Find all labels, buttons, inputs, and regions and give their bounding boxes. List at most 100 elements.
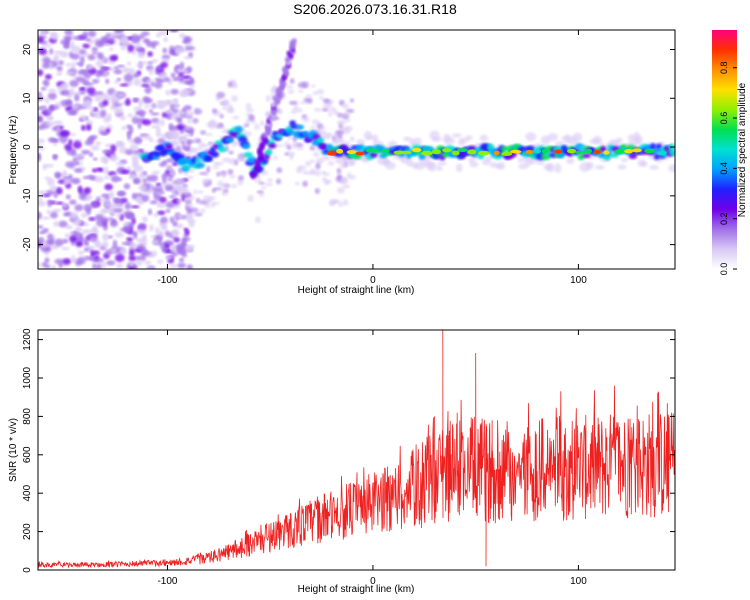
- heatmap-cell: [144, 260, 152, 265]
- heatmap-cell: [41, 261, 48, 268]
- heatmap-cell: [116, 210, 122, 219]
- heatmap-cell: [38, 196, 43, 203]
- heatmap-cell: [95, 242, 102, 249]
- heatmap-cell: [62, 258, 72, 265]
- heatmap-cell: [48, 88, 57, 93]
- heatmap-cell: [77, 250, 85, 255]
- heatmap-cell: [180, 75, 191, 79]
- heatmap-cell: [201, 178, 211, 184]
- colorbar-tick-label: 0.2: [719, 212, 729, 225]
- heatmap-cell: [295, 167, 303, 174]
- heatmap-cell: [232, 115, 240, 120]
- heatmap-cell: [289, 163, 299, 171]
- heatmap-cell: [109, 67, 115, 72]
- heatmap-cell: [175, 214, 185, 218]
- heatmap-cell: [94, 39, 105, 48]
- heatmap-cell: [166, 100, 172, 105]
- heatmap-cell: [150, 112, 160, 116]
- heatmap-cell: [175, 146, 182, 153]
- heatmap-cell: [84, 38, 91, 42]
- snr-y-axis-label: SNR (10 * v/v): [8, 418, 19, 482]
- heatmap-cell: [312, 151, 320, 157]
- heatmap-cell: [114, 232, 124, 238]
- x-tick-label: 0: [370, 576, 376, 587]
- heatmap-cell: [185, 215, 194, 222]
- heatmap-cell: [119, 35, 129, 44]
- heatmap-cell: [55, 187, 63, 195]
- heatmap-cell: [456, 147, 468, 153]
- heatmap-cell: [129, 261, 134, 268]
- heatmap-cell: [91, 51, 98, 55]
- heatmap-cell: [165, 208, 171, 213]
- heatmap-cell: [617, 164, 627, 170]
- heatmap-cell: [185, 203, 194, 209]
- heatmap-cell: [554, 163, 562, 173]
- heatmap-cell: [75, 76, 85, 83]
- heatmap-cell: [38, 91, 43, 97]
- heatmap-cell: [99, 130, 108, 136]
- heatmap-cell: [635, 135, 643, 144]
- snr-frame: [37, 329, 676, 571]
- heatmap-cell: [247, 194, 255, 202]
- heatmap-cell: [92, 263, 97, 269]
- heatmap-cell: [72, 140, 82, 149]
- heatmap-cell: [53, 120, 64, 126]
- heatmap-cell: [162, 47, 168, 54]
- heatmap-cell: [181, 141, 186, 149]
- heatmap-cell: [169, 30, 179, 33]
- heatmap-cell: [305, 171, 315, 175]
- heatmap-cell: [336, 187, 345, 194]
- heatmap-cell: [44, 108, 53, 115]
- heatmap-cell: [169, 216, 174, 224]
- heatmap-cell: [182, 164, 192, 170]
- heatmap-cell: [327, 161, 335, 166]
- heatmap-cell: [650, 143, 657, 151]
- heatmap-cell: [115, 162, 125, 166]
- heatmap-cell: [88, 216, 96, 221]
- heatmap-cell: [74, 94, 80, 102]
- heatmap-cell: [225, 137, 235, 143]
- heatmap-cell: [50, 32, 59, 41]
- heatmap-cell: [48, 238, 55, 246]
- x-tick-label: -100: [157, 275, 177, 286]
- heatmap-cell: [66, 99, 72, 107]
- heatmap-cell: [467, 149, 477, 155]
- heatmap-cell: [616, 137, 623, 144]
- spectrogram-x-axis-label: Height of straight line (km): [298, 285, 415, 296]
- heatmap-cell: [216, 171, 221, 177]
- heatmap-cell: [592, 135, 603, 145]
- heatmap-cell: [38, 211, 43, 220]
- heatmap-cell: [465, 135, 473, 141]
- heatmap-cell: [193, 189, 198, 195]
- heatmap-cell: [154, 81, 163, 89]
- heatmap-cell: [218, 146, 227, 153]
- heatmap-cell: [133, 78, 141, 87]
- heatmap-cell: [105, 143, 113, 148]
- heatmap-cell: [166, 131, 176, 139]
- heatmap-cell: [326, 150, 338, 156]
- heatmap-cell: [183, 227, 189, 232]
- heatmap-cell: [155, 132, 162, 138]
- heatmap-cell: [133, 115, 140, 119]
- heatmap-cell: [127, 44, 135, 52]
- heatmap-cell: [170, 72, 176, 78]
- heatmap-cell: [210, 202, 216, 208]
- heatmap-cell: [188, 51, 194, 59]
- heatmap-cell: [182, 89, 193, 94]
- heatmap-cell: [585, 148, 592, 154]
- heatmap-cell: [177, 262, 186, 269]
- heatmap-cell: [78, 87, 87, 91]
- heatmap-cell: [231, 83, 238, 89]
- heatmap-cell: [316, 88, 324, 95]
- heatmap-cell: [199, 208, 206, 214]
- heatmap-cell: [82, 43, 91, 49]
- heatmap-cell: [497, 161, 506, 170]
- heatmap-cell: [65, 62, 72, 67]
- heatmap-cell: [130, 205, 140, 209]
- y-tick-label: 600: [22, 446, 33, 463]
- heatmap-cell: [114, 30, 125, 34]
- heatmap-cell: [70, 177, 81, 185]
- heatmap-cell: [342, 103, 350, 109]
- heatmap-cell: [332, 136, 340, 146]
